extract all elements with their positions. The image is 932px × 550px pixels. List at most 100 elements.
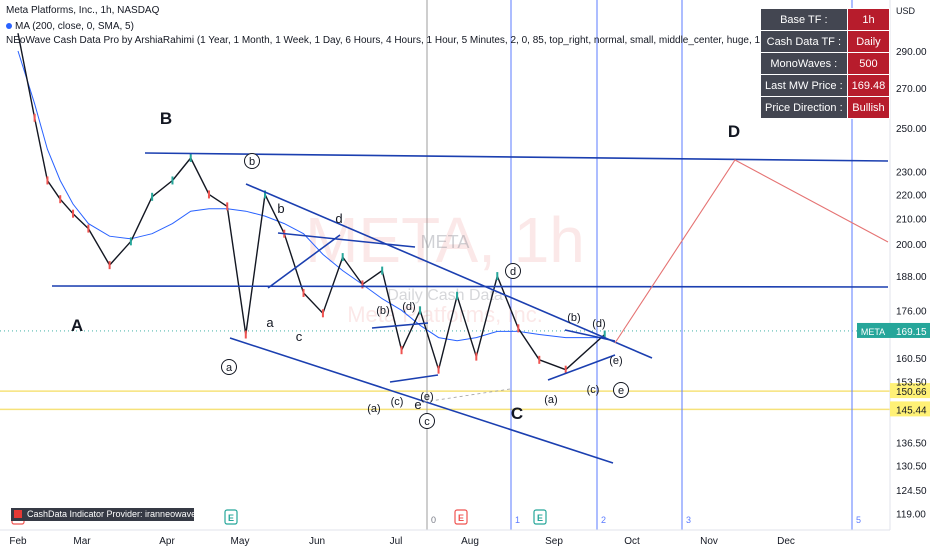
y-tick-label: 130.50 — [896, 462, 927, 473]
time-marker-label: 1 — [515, 515, 520, 525]
horizontal-levels — [0, 330, 890, 411]
last-price-badge — [890, 322, 930, 338]
wave-label-minor: (b) — [567, 312, 580, 324]
watermark-cash-data: Daily Cash Data — [387, 287, 503, 304]
table-value: Daily — [846, 30, 891, 53]
time-marker-label: 0 — [431, 515, 436, 525]
ma-line — [17, 50, 605, 342]
wave-label-minor: c — [296, 329, 303, 344]
table-value: 500 — [846, 52, 891, 75]
wave-label-minor: (e) — [609, 355, 622, 367]
x-tick-label: Mar — [73, 536, 91, 547]
wave-label-minor: (b) — [376, 305, 389, 317]
x-tick-label: Nov — [700, 536, 718, 547]
x-tick-label: Sep — [545, 536, 563, 547]
provider-logo-icon — [14, 510, 22, 518]
wave-label-circle — [244, 153, 260, 169]
y-tick-label: 160.50 — [896, 354, 927, 365]
wave-label-major: D — [728, 122, 740, 141]
indicator-legend[interactable]: NEoWave Cash Data Pro by ArshiaRahimi (1… — [6, 35, 763, 46]
y-tick-label: 250.00 — [896, 124, 927, 135]
wave-label-minor: (c) — [391, 396, 404, 408]
provider-label[interactable]: CashData Indicator Provider: iranneowave… — [11, 508, 216, 521]
trendline — [277, 232, 416, 248]
eye-icon — [6, 23, 12, 30]
table-key: Price Direction : — [760, 96, 848, 119]
earnings-icon — [533, 509, 547, 525]
table-value: Bullish — [846, 96, 891, 119]
x-tick-label: Oct — [624, 536, 640, 547]
y-axis-unit: USD — [896, 6, 916, 16]
earnings-badge-label: E — [228, 513, 234, 523]
y-tick-label: 270.00 — [896, 84, 927, 95]
symbol-title[interactable]: Meta Platforms, Inc., 1h, NASDAQ — [6, 5, 159, 16]
wave-label-minor: (a) — [367, 403, 380, 415]
table-row: Cash Data TF : Daily — [760, 30, 891, 53]
y-tick-label: 220.00 — [896, 190, 927, 201]
wave-labels: A B C Da b c d e a b c d e (a) (b) (c) (d) (e) (a) (b) (c) (d… — [71, 109, 740, 429]
wave-label-minor: (d) — [402, 301, 415, 313]
wave-label-major: B — [160, 109, 172, 128]
x-tick-label: Dec — [777, 536, 795, 547]
y-tick-label: 176.00 — [896, 306, 927, 317]
wave-label-minor: e — [414, 397, 421, 412]
wave-label-circled: e — [618, 385, 624, 397]
wave-label-circled: d — [510, 266, 516, 278]
wave-label-circle — [221, 359, 237, 375]
wave-label-circled: a — [226, 362, 233, 374]
projection-path — [614, 159, 889, 344]
x-axis: Feb Mar Apr May Jun Jul Aug Sep Oct Nov Dec — [0, 529, 890, 547]
x-tick-label: Jun — [309, 536, 325, 547]
symbol-title-text: Meta Platforms, Inc., 1h, NASDAQ — [6, 5, 160, 16]
x-tick-label: Feb — [9, 536, 27, 547]
earnings-icon — [224, 509, 238, 525]
watermark-company: Meta Platforms, Inc. — [347, 302, 543, 327]
projection-lines — [614, 159, 889, 344]
x-tick-label: Aug — [461, 536, 479, 547]
wave-label-circled: b — [249, 156, 255, 168]
wave-label-minor: (c) — [587, 384, 600, 396]
x-tick-label: Jul — [390, 536, 403, 547]
table-value: 1h — [846, 8, 891, 31]
trendline — [245, 183, 653, 359]
indicator-legend-text: NEoWave Cash Data Pro by ArshiaRahimi (1… — [6, 35, 764, 46]
trendline — [389, 374, 439, 383]
time-marker-label: 2 — [601, 515, 606, 525]
table-value: 169.48 — [846, 74, 891, 97]
moving-average — [17, 50, 605, 342]
x-tick-label: Apr — [159, 536, 175, 547]
wave-label-circle — [419, 413, 435, 429]
y-tick-label: 200.00 — [896, 240, 927, 251]
wave-label-major: C — [511, 404, 523, 423]
table-key: Cash Data TF : — [760, 30, 848, 53]
wave-label-minor: (a) — [544, 394, 557, 406]
wave-label-minor: a — [266, 315, 274, 330]
watermark-center-symbol: META — [421, 232, 470, 252]
wave-label-minor: (d) — [592, 318, 605, 330]
wave-label-major: A — [71, 316, 83, 335]
trendline — [564, 329, 616, 342]
y-tick-label: 119.00 — [896, 510, 926, 521]
table-key: MonoWaves : — [760, 52, 848, 75]
trendline — [267, 234, 341, 289]
provider-label-text: CashData Indicator Provider: iranneowave… — [27, 509, 216, 519]
ma-legend[interactable]: MA (200, close, 0, SMA, 5) — [6, 21, 134, 32]
wave-label-circle — [505, 263, 521, 279]
x-tick-label: May — [231, 536, 250, 547]
y-tick-label: 230.00 — [896, 167, 927, 178]
ma-legend-text: MA (200, close, 0, SMA, 5) — [15, 21, 134, 32]
table-row: MonoWaves :500 — [760, 52, 891, 75]
y-axis: USD119.00124.50130.50136.50145.44150.661… — [857, 0, 930, 530]
earnings-icon — [454, 509, 468, 525]
trendline — [144, 152, 889, 162]
y-tick-label: 290.00 — [896, 47, 927, 58]
trendline — [423, 388, 511, 403]
table-row: Price Direction : Bullish — [760, 96, 891, 119]
last-price-symbol-badge — [857, 322, 890, 338]
y-tick-label: 145.44 — [896, 405, 927, 416]
table-row: Base TF :1h — [760, 8, 891, 31]
trendline — [547, 354, 616, 381]
y-tick-label: 210.00 — [896, 215, 927, 226]
